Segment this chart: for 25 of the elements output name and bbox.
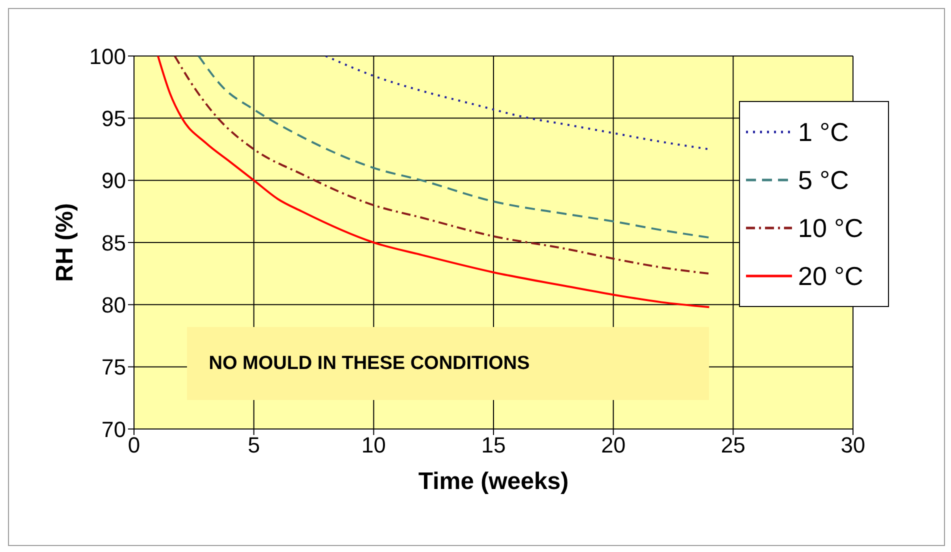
x-tick-label: 30 bbox=[840, 432, 866, 458]
legend-label: 5 °C bbox=[798, 164, 849, 196]
x-axis-title: Time (weeks) bbox=[418, 468, 569, 495]
x-tick-label: 25 bbox=[720, 432, 746, 458]
x-tick-label: 10 bbox=[361, 432, 386, 458]
line-series bbox=[156, 56, 710, 308]
x-tick-label: 0 bbox=[128, 432, 140, 458]
y-tick-label: 75 bbox=[102, 354, 126, 380]
legend-label: 20 °C bbox=[798, 260, 864, 292]
note-box: NO MOULD IN THESE CONDITIONS bbox=[186, 327, 710, 400]
y-tick-label: 85 bbox=[102, 230, 126, 256]
x-tick-label: 15 bbox=[481, 432, 506, 458]
y-tick-label: 100 bbox=[89, 44, 126, 69]
y-tick-label: 80 bbox=[102, 292, 126, 318]
line-series bbox=[198, 56, 710, 239]
y-axis-title: RH (%) bbox=[52, 203, 79, 282]
line-series bbox=[174, 56, 710, 275]
y-tick-label: 95 bbox=[102, 106, 126, 131]
x-tick-label: 20 bbox=[601, 432, 626, 458]
x-tick-label: 5 bbox=[248, 432, 260, 458]
legend-label: 1 °C bbox=[798, 116, 849, 148]
y-tick-label: 70 bbox=[102, 416, 126, 442]
y-tick-label: 90 bbox=[102, 168, 126, 194]
legend-label: 10 °C bbox=[798, 212, 864, 244]
line-series bbox=[324, 56, 710, 150]
